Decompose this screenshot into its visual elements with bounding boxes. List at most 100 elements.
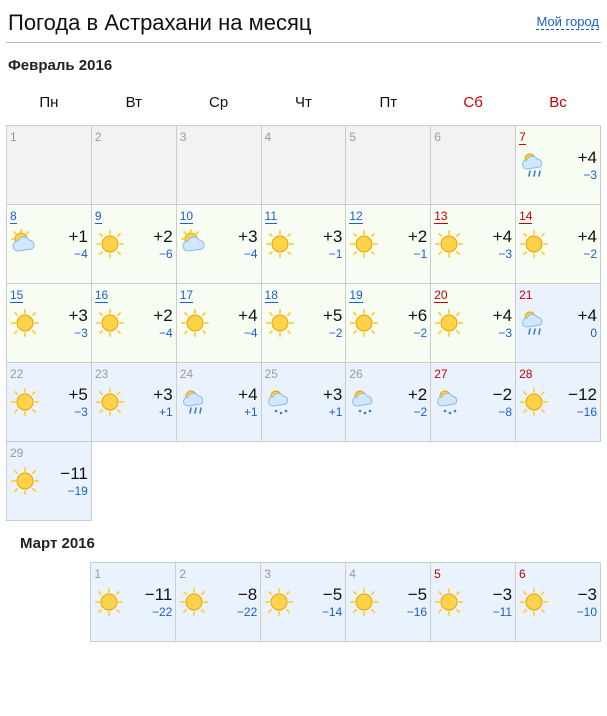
weekday-header: Вс bbox=[516, 84, 601, 126]
temp-low: 0 bbox=[550, 327, 597, 341]
day-number[interactable]: 14 bbox=[519, 209, 532, 224]
calendar-day: 27−2−8 bbox=[431, 363, 516, 442]
calendar-day[interactable]: 8+1−4 bbox=[7, 205, 92, 284]
temp-high: +3 bbox=[296, 227, 343, 247]
calendar-day[interactable]: 19+6−2 bbox=[346, 284, 431, 363]
calendar-day: 5 bbox=[346, 126, 431, 205]
temp-low: −8 bbox=[465, 406, 512, 420]
temp-low: −3 bbox=[465, 248, 512, 262]
sun-icon bbox=[10, 466, 40, 496]
sun-icon bbox=[519, 229, 549, 259]
sun-icon bbox=[95, 308, 125, 338]
temp-high: +5 bbox=[296, 306, 343, 326]
day-number[interactable]: 10 bbox=[180, 209, 193, 224]
day-number: 4 bbox=[349, 567, 356, 581]
sun-icon bbox=[265, 229, 295, 259]
sun-cloud-snow-icon bbox=[265, 387, 295, 417]
temp-low: −1 bbox=[380, 248, 427, 262]
calendar-day[interactable]: 14+4−2 bbox=[516, 205, 601, 284]
temp-low: −4 bbox=[126, 327, 173, 341]
temp-low: −2 bbox=[550, 248, 597, 262]
day-number[interactable]: 19 bbox=[349, 288, 362, 303]
temp-high: −3 bbox=[465, 585, 512, 605]
temp-high: −11 bbox=[125, 585, 172, 605]
temp-low: −22 bbox=[125, 606, 172, 620]
day-number: 1 bbox=[94, 567, 101, 581]
day-number: 25 bbox=[265, 367, 278, 381]
calendar-day: 1 −11−22 bbox=[91, 563, 176, 642]
temp-high: +5 bbox=[41, 385, 88, 405]
sun-icon bbox=[180, 308, 210, 338]
sun-icon bbox=[94, 587, 124, 617]
calendar-day: 28−12−16 bbox=[516, 363, 601, 442]
calendar-day[interactable]: 15+3−3 bbox=[7, 284, 92, 363]
day-number: 2 bbox=[95, 130, 102, 144]
temp-low: −3 bbox=[550, 169, 597, 183]
calendar-day: 23+3+1 bbox=[91, 363, 176, 442]
page-title: Погода в Астрахани на месяц bbox=[8, 10, 311, 36]
temp-low: −3 bbox=[41, 327, 88, 341]
calendar-day[interactable]: 9+2−6 bbox=[91, 205, 176, 284]
temp-high: +3 bbox=[126, 385, 173, 405]
calendar-day: 5−3−11 bbox=[431, 563, 516, 642]
day-number[interactable]: 8 bbox=[10, 209, 17, 224]
calendar-day[interactable]: 17+4−4 bbox=[176, 284, 261, 363]
calendar-day[interactable]: 11 +3−1 bbox=[261, 205, 346, 284]
temp-high: −12 bbox=[550, 385, 597, 405]
my-city-link[interactable]: Мой город bbox=[536, 14, 599, 30]
weekday-header: Вт bbox=[91, 84, 176, 126]
calendar-day[interactable]: 7 +4−3 bbox=[516, 126, 601, 205]
day-number[interactable]: 15 bbox=[10, 288, 23, 303]
temp-low: −16 bbox=[550, 406, 597, 420]
calendar-day: 4 −5−16 bbox=[346, 563, 431, 642]
sun-icon bbox=[434, 587, 464, 617]
calendar-day: 25+3+1 bbox=[261, 363, 346, 442]
temp-low: −4 bbox=[211, 248, 258, 262]
day-number[interactable]: 16 bbox=[95, 288, 108, 303]
calendar-day[interactable]: 10 +3−4 bbox=[176, 205, 261, 284]
temp-high: +2 bbox=[380, 385, 427, 405]
day-number[interactable]: 7 bbox=[519, 130, 526, 145]
temp-high: −5 bbox=[295, 585, 342, 605]
calendar-day[interactable]: 12+2−1 bbox=[346, 205, 431, 284]
temp-high: +4 bbox=[211, 385, 258, 405]
calendar-day[interactable]: 18 +5−2 bbox=[261, 284, 346, 363]
temp-low: −14 bbox=[295, 606, 342, 620]
temp-high: +3 bbox=[296, 385, 343, 405]
temp-low: −2 bbox=[296, 327, 343, 341]
temp-low: −3 bbox=[465, 327, 512, 341]
sun-cloud-rain-icon bbox=[519, 150, 549, 180]
temp-high: −11 bbox=[41, 464, 88, 484]
day-number: 1 bbox=[10, 130, 17, 144]
calendar-day: 29−11−19 bbox=[7, 442, 92, 521]
temp-high: −5 bbox=[380, 585, 427, 605]
day-number[interactable]: 18 bbox=[265, 288, 278, 303]
calendar-day[interactable]: 13+4−3 bbox=[431, 205, 516, 284]
day-number: 3 bbox=[180, 130, 187, 144]
day-number[interactable]: 9 bbox=[95, 209, 102, 224]
sun-icon bbox=[349, 587, 379, 617]
day-number: 27 bbox=[434, 367, 447, 381]
day-number: 24 bbox=[180, 367, 193, 381]
temp-high: +4 bbox=[550, 306, 597, 326]
temp-high: +3 bbox=[211, 227, 258, 247]
temp-low: −16 bbox=[380, 606, 427, 620]
sun-behind-cloud-icon bbox=[10, 229, 40, 259]
day-number: 5 bbox=[434, 567, 441, 581]
sun-icon bbox=[349, 308, 379, 338]
calendar-day[interactable]: 20+4−3 bbox=[431, 284, 516, 363]
calendar-day: 21+40 bbox=[516, 284, 601, 363]
temp-low: −1 bbox=[296, 248, 343, 262]
day-number[interactable]: 20 bbox=[434, 288, 447, 303]
calendar-day: 2−8−22 bbox=[176, 563, 261, 642]
day-number[interactable]: 17 bbox=[180, 288, 193, 303]
sun-icon bbox=[434, 229, 464, 259]
calendar-day: 6−3−10 bbox=[516, 563, 601, 642]
calendar-day: 24+4+1 bbox=[176, 363, 261, 442]
temp-high: +4 bbox=[550, 148, 597, 168]
day-number[interactable]: 12 bbox=[349, 209, 362, 224]
temp-low: −19 bbox=[41, 485, 88, 499]
calendar-day[interactable]: 16+2−4 bbox=[91, 284, 176, 363]
day-number[interactable]: 13 bbox=[434, 209, 447, 224]
day-number[interactable]: 11 bbox=[265, 209, 277, 224]
